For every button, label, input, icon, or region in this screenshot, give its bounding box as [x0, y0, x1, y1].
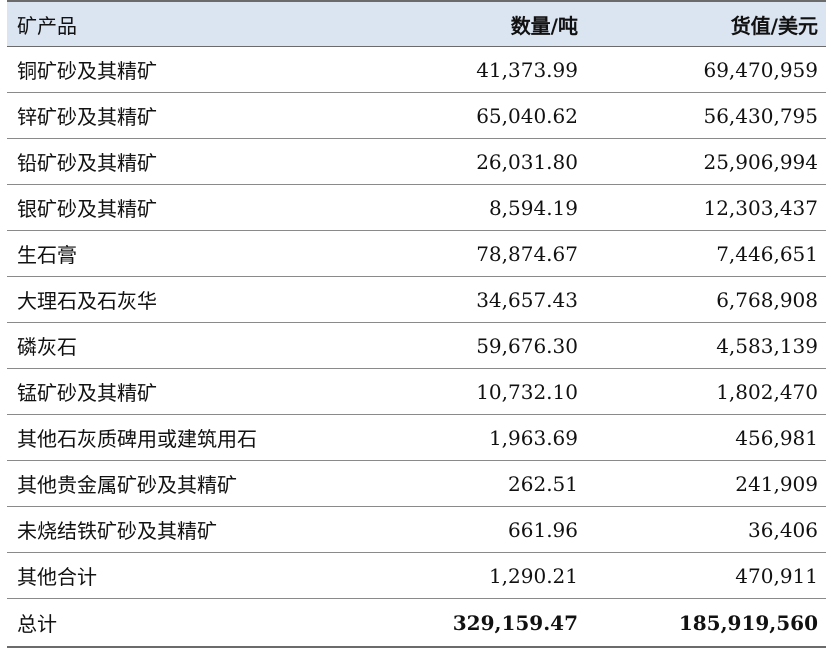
row-value: 241,909 [582, 460, 826, 507]
table-row: 银矿砂及其精矿 8,594.19 12,303,437 [7, 184, 826, 231]
row-name: 其他合计 [7, 552, 397, 599]
row-name: 大理石及石灰华 [7, 276, 397, 323]
row-quantity: 78,874.67 [397, 230, 582, 277]
row-quantity: 661.96 [397, 506, 582, 553]
row-name: 锌矿砂及其精矿 [7, 92, 397, 139]
table-row: 大理石及石灰华 34,657.43 6,768,908 [7, 276, 826, 323]
row-value: 12,303,437 [582, 184, 826, 231]
row-quantity: 8,594.19 [397, 184, 582, 231]
table-row: 其他贵金属矿砂及其精矿 262.51 241,909 [7, 460, 826, 507]
row-quantity: 262.51 [397, 460, 582, 507]
table-row: 其他石灰质碑用或建筑用石 1,963.69 456,981 [7, 414, 826, 461]
table-row: 未烧结铁矿砂及其精矿 661.96 36,406 [7, 506, 826, 553]
table-row: 生石膏 78,874.67 7,446,651 [7, 230, 826, 277]
row-quantity: 34,657.43 [397, 276, 582, 323]
row-name: 锰矿砂及其精矿 [7, 368, 397, 415]
table-body: 铜矿砂及其精矿 41,373.99 69,470,959 锌矿砂及其精矿 65,… [7, 46, 826, 648]
header-row: 矿产品 数量/吨 货值/美元 [7, 0, 826, 47]
row-value: 7,446,651 [582, 230, 826, 277]
row-quantity: 1,963.69 [397, 414, 582, 461]
row-value: 25,906,994 [582, 138, 826, 185]
row-value: 456,981 [582, 414, 826, 461]
row-value: 56,430,795 [582, 92, 826, 139]
table-row: 铜矿砂及其精矿 41,373.99 69,470,959 [7, 46, 826, 93]
table-row: 其他合计 1,290.21 470,911 [7, 552, 826, 599]
table-row: 锌矿砂及其精矿 65,040.62 56,430,795 [7, 92, 826, 139]
row-value: 6,768,908 [582, 276, 826, 323]
row-quantity: 59,676.30 [397, 322, 582, 369]
row-value: 470,911 [582, 552, 826, 599]
row-quantity: 26,031.80 [397, 138, 582, 185]
header-quantity-tons: 数量/吨 [397, 0, 582, 47]
header-mineral-product: 矿产品 [7, 0, 397, 47]
total-row: 总计 329,159.47 185,919,560 [7, 598, 826, 648]
table-header: 矿产品 数量/吨 货值/美元 [7, 0, 826, 47]
row-value: 36,406 [582, 506, 826, 553]
mineral-export-table-container: 矿产品 数量/吨 货值/美元 铜矿砂及其精矿 41,373.99 69,470,… [7, 0, 826, 648]
row-value: 69,470,959 [582, 46, 826, 93]
row-name: 其他石灰质碑用或建筑用石 [7, 414, 397, 461]
row-quantity: 65,040.62 [397, 92, 582, 139]
table-row: 铅矿砂及其精矿 26,031.80 25,906,994 [7, 138, 826, 185]
table-row: 磷灰石 59,676.30 4,583,139 [7, 322, 826, 369]
row-quantity: 1,290.21 [397, 552, 582, 599]
row-name: 银矿砂及其精矿 [7, 184, 397, 231]
row-name: 未烧结铁矿砂及其精矿 [7, 506, 397, 553]
total-label: 总计 [7, 598, 397, 648]
total-quantity: 329,159.47 [397, 598, 582, 648]
row-quantity: 41,373.99 [397, 46, 582, 93]
total-value: 185,919,560 [582, 598, 826, 648]
row-name: 铜矿砂及其精矿 [7, 46, 397, 93]
row-name: 其他贵金属矿砂及其精矿 [7, 460, 397, 507]
mineral-export-table: 矿产品 数量/吨 货值/美元 铜矿砂及其精矿 41,373.99 69,470,… [7, 0, 826, 648]
table-row: 锰矿砂及其精矿 10,732.10 1,802,470 [7, 368, 826, 415]
row-value: 4,583,139 [582, 322, 826, 369]
row-name: 磷灰石 [7, 322, 397, 369]
row-value: 1,802,470 [582, 368, 826, 415]
header-value-usd: 货值/美元 [582, 0, 826, 47]
row-quantity: 10,732.10 [397, 368, 582, 415]
row-name: 铅矿砂及其精矿 [7, 138, 397, 185]
row-name: 生石膏 [7, 230, 397, 277]
